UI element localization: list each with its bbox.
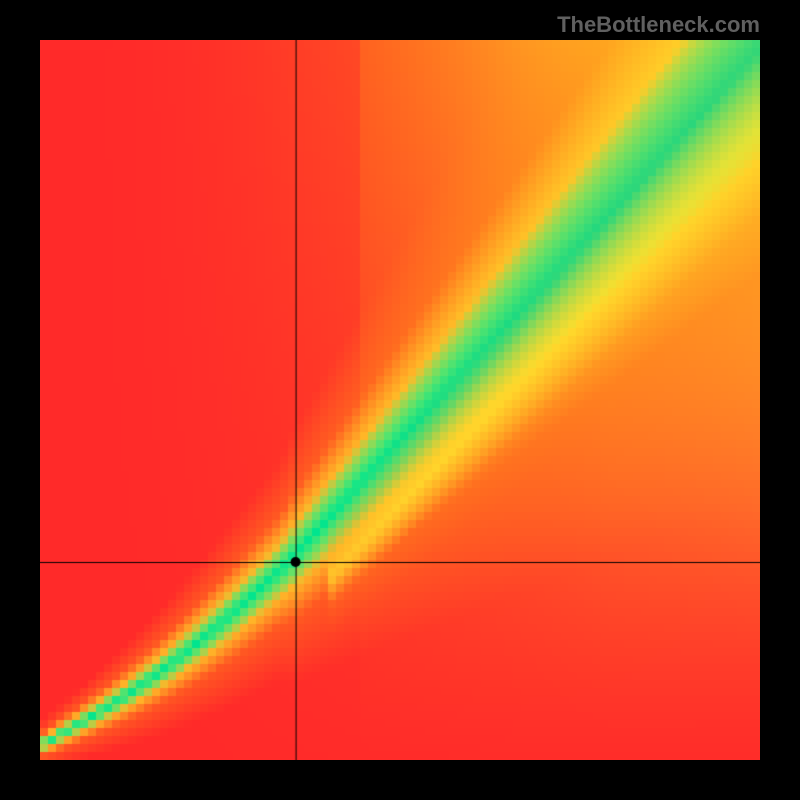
bottleneck-heatmap xyxy=(40,40,760,760)
watermark-text: TheBottleneck.com xyxy=(557,12,760,38)
